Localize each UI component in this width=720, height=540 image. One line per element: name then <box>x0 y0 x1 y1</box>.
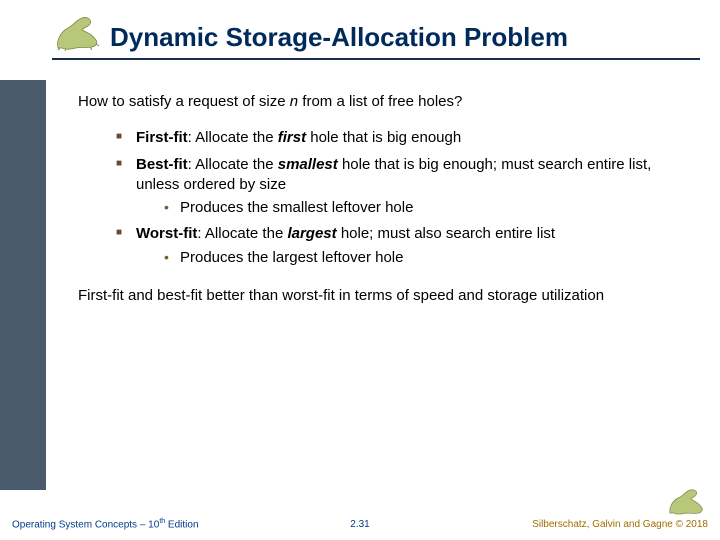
sublist-item: Produces the largest leftover hole <box>164 248 690 268</box>
title-row: Dynamic Storage-Allocation Problem <box>52 14 700 52</box>
strategy-em: largest <box>287 225 336 242</box>
footer-copyright: Silberschatz, Galvin and Gagne © 2018 <box>532 519 708 530</box>
strategy-name: First-fit <box>136 129 188 146</box>
list-item: Best-fit: Allocate the smallest hole tha… <box>116 155 690 219</box>
slide-title: Dynamic Storage-Allocation Problem <box>110 23 568 52</box>
strategy-desc-pre: : Allocate the <box>188 156 278 173</box>
strategy-list: First-fit: Allocate the first hole that … <box>78 128 690 268</box>
strategy-em: smallest <box>278 156 338 173</box>
sidebar-accent <box>0 80 46 490</box>
sublist-item: Produces the smallest leftover hole <box>164 198 690 218</box>
list-item: Worst-fit: Allocate the largest hole; mu… <box>116 224 690 268</box>
strategy-desc-pre: : Allocate the <box>188 129 278 146</box>
footer-left: Operating System Concepts – 10th Edition <box>12 518 199 530</box>
question-pre: How to satisfy a request of size <box>78 93 290 110</box>
question-n: n <box>290 93 298 110</box>
footer-left-post: Edition <box>165 519 198 530</box>
strategy-name: Best-fit <box>136 156 188 173</box>
strategy-name: Worst-fit <box>136 225 197 242</box>
strategy-desc-post: hole; must also search entire list <box>337 225 555 242</box>
list-item: First-fit: Allocate the first hole that … <box>116 128 690 148</box>
slide-body: How to satisfy a request of size n from … <box>78 92 690 306</box>
footer-right: Silberschatz, Galvin and Gagne © 2018 <box>532 487 708 530</box>
sublist: Produces the smallest leftover hole <box>136 198 690 218</box>
title-rule <box>52 58 700 60</box>
question-text: How to satisfy a request of size n from … <box>78 92 690 112</box>
sublist: Produces the largest leftover hole <box>136 248 690 268</box>
slide: Dynamic Storage-Allocation Problem How t… <box>0 0 720 540</box>
strategy-desc-post: hole that is big enough <box>306 129 461 146</box>
dinosaur-icon <box>52 14 104 52</box>
dinosaur-icon <box>666 487 708 517</box>
footer-left-pre: Operating System Concepts – 10 <box>12 519 159 530</box>
footer-page-number: 2.31 <box>350 519 369 530</box>
question-post: from a list of free holes? <box>298 93 462 110</box>
strategy-em: first <box>278 129 306 146</box>
strategy-desc-pre: : Allocate the <box>197 225 287 242</box>
conclusion-text: First-fit and best-fit better than worst… <box>78 286 690 306</box>
title-area: Dynamic Storage-Allocation Problem <box>52 14 700 60</box>
footer: Operating System Concepts – 10th Edition… <box>12 487 708 530</box>
